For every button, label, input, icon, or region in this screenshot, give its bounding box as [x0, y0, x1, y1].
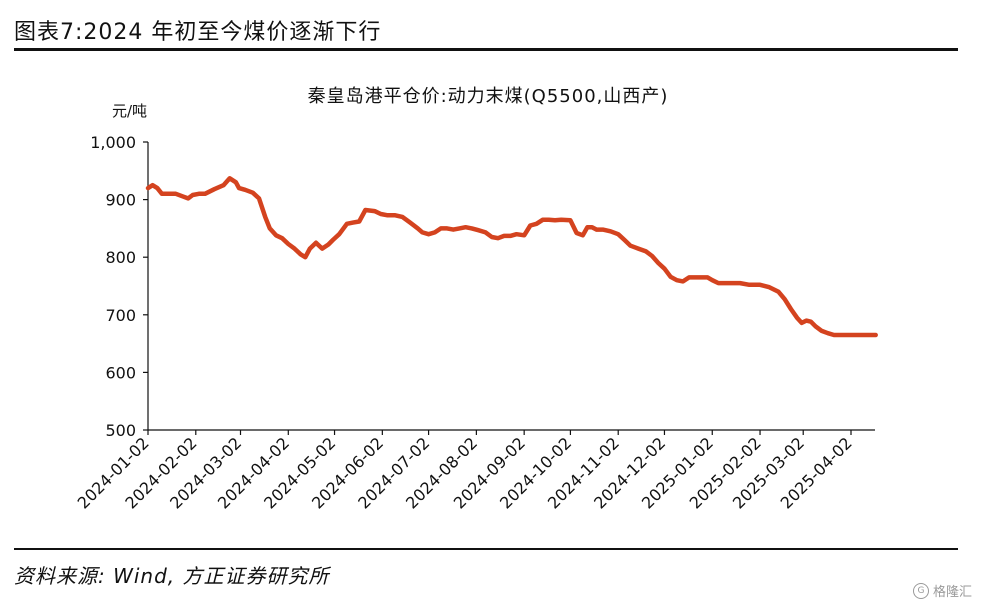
- watermark: G 格隆汇: [912, 581, 972, 600]
- y-tick-label: 600: [105, 363, 136, 382]
- watermark-logo-icon: G: [912, 582, 929, 599]
- price-series-line: [145, 176, 878, 338]
- y-tick-label: 1,000: [90, 133, 136, 152]
- source-note: 资料来源: Wind, 方正证券研究所: [14, 564, 330, 588]
- top-rule: [14, 48, 958, 51]
- bottom-rule: [14, 548, 958, 550]
- y-tick-label: 700: [105, 306, 136, 325]
- y-tick-label: 900: [105, 191, 136, 210]
- x-axis: 2024-01-022024-02-022024-03-022024-04-02…: [74, 429, 875, 513]
- series-group: [145, 176, 878, 338]
- y-axis: 500 600 700 800 900 1,000: [90, 133, 149, 440]
- y-axis-unit-label: 元/吨: [112, 102, 147, 120]
- chart-title: 秦皇岛港平仓价:动力末煤(Q5500,山西产): [308, 86, 669, 107]
- watermark-text: 格隆汇: [932, 585, 972, 600]
- y-tick-label: 500: [105, 421, 136, 440]
- y-tick-label: 800: [105, 248, 136, 267]
- figure-title: 图表7:2024 年初至今煤价逐渐下行: [14, 20, 382, 45]
